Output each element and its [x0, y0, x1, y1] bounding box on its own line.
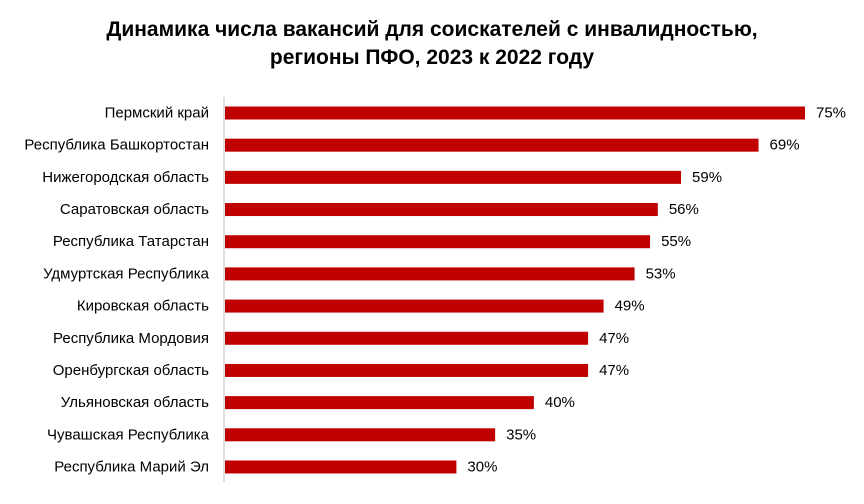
chart-title-line-2: регионы ПФО, 2023 к 2022 году: [269, 46, 595, 69]
bar: [225, 331, 589, 345]
category-label: Республика Мордовия: [53, 330, 209, 347]
category-label: Кировская область: [77, 298, 209, 315]
value-label: 49%: [615, 298, 645, 315]
category-label: Ульяновская область: [61, 394, 209, 411]
value-label: 59%: [692, 169, 722, 186]
category-label: Оренбургская область: [53, 362, 209, 379]
value-label: 69%: [770, 137, 800, 154]
bar: [225, 106, 805, 120]
chart-title: Динамика числа вакансий для соискателей …: [0, 16, 864, 72]
value-label: 40%: [545, 394, 575, 411]
value-label: 53%: [646, 265, 676, 282]
value-label: 30%: [467, 458, 497, 475]
category-label: Пермский край: [105, 105, 209, 122]
bar: [225, 138, 759, 152]
bar: [225, 203, 658, 217]
category-label: Удмуртская Республика: [43, 265, 210, 282]
value-label: 35%: [506, 426, 536, 443]
category-label: Саратовская область: [60, 201, 209, 218]
bar: [225, 428, 496, 442]
bar: [225, 363, 589, 377]
bar: [225, 460, 457, 474]
chart-title-line-1: Динамика числа вакансий для соискателей …: [106, 18, 758, 41]
value-label: 55%: [661, 233, 691, 250]
bar: [225, 170, 682, 184]
category-label: Нижегородская область: [42, 169, 209, 186]
bar: [225, 396, 534, 410]
category-label: Чувашская Республика: [47, 426, 210, 443]
bar: [225, 299, 604, 313]
bar: [225, 235, 651, 249]
value-label: 56%: [669, 201, 699, 218]
value-label: 75%: [816, 105, 846, 122]
category-label: Республика Марий Эл: [54, 458, 209, 475]
value-label: 47%: [599, 362, 629, 379]
category-label: Республика Татарстан: [53, 233, 209, 250]
value-label: 47%: [599, 330, 629, 347]
category-label: Республика Башкортостан: [24, 137, 209, 154]
bars-layer: Пермский край 75% Республика Башкортостан 6…: [24, 105, 846, 476]
bar: [225, 267, 635, 281]
